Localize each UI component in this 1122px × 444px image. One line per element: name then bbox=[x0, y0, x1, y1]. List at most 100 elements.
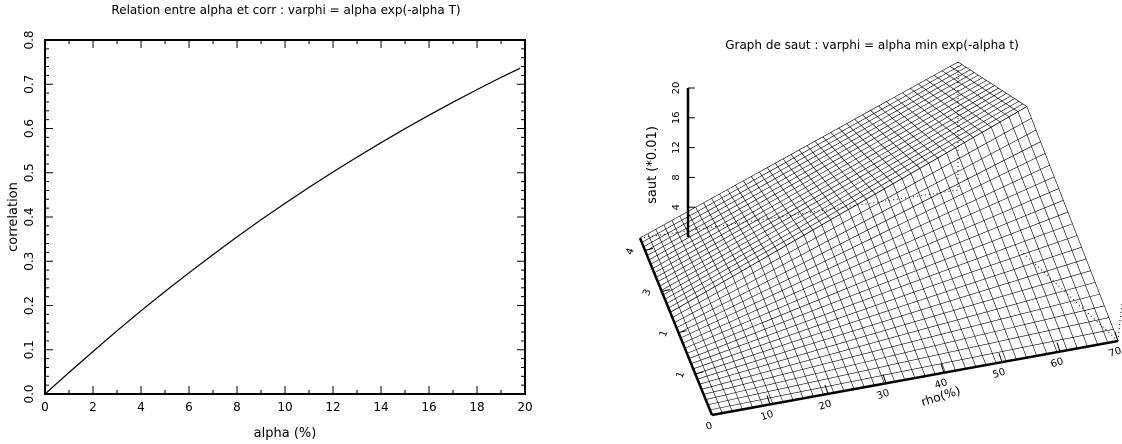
chart2-z-axis-label: saut (*0.01) bbox=[645, 126, 660, 204]
surface-mesh-line bbox=[862, 114, 921, 169]
surface-mesh-line bbox=[949, 66, 1019, 112]
surface-mesh-line bbox=[655, 85, 995, 278]
surface-mesh-line bbox=[727, 189, 769, 256]
x-tick-label: 16 bbox=[421, 400, 436, 414]
surface-mesh-line bbox=[674, 129, 1037, 323]
chart1-title: Relation entre alpha et corr : varphi = … bbox=[111, 3, 460, 17]
y-tick-label: 0.8 bbox=[22, 30, 36, 49]
surface-mesh-line bbox=[910, 88, 974, 138]
z-tick-label: 20 bbox=[671, 82, 682, 95]
y-tick-label: 0.1 bbox=[22, 340, 36, 359]
y3d-tick-mark bbox=[644, 247, 654, 251]
surface-mesh-line bbox=[703, 293, 1100, 395]
z-tick-label: 8 bbox=[671, 174, 682, 180]
rho-tick-mark bbox=[1056, 342, 1061, 352]
surface-mesh-line bbox=[798, 149, 849, 210]
z-tick-label: 12 bbox=[671, 141, 682, 154]
surface-mesh-line bbox=[661, 93, 1007, 291]
surface-mesh-line bbox=[695, 246, 1082, 375]
y-tick-label: 0.5 bbox=[22, 163, 36, 182]
y3d-tick-mark bbox=[661, 289, 670, 292]
chart2-title: Graph de saut : varphi = alpha min exp(-… bbox=[725, 38, 1019, 52]
surface-mesh-line bbox=[854, 118, 912, 174]
surface-mesh-line bbox=[838, 127, 894, 184]
surface-mesh-line bbox=[666, 101, 1019, 304]
surface-mesh-line bbox=[647, 233, 680, 308]
surface-mesh-line bbox=[643, 66, 967, 248]
surface-mesh-line bbox=[878, 105, 938, 159]
x-tick-label: 4 bbox=[137, 400, 145, 414]
rho-tick-mark bbox=[998, 352, 1003, 363]
surface-mesh-line bbox=[691, 223, 1073, 364]
surface-mesh-line bbox=[806, 145, 858, 205]
rho-tick-label: 40 bbox=[933, 377, 949, 391]
surface-mesh-line bbox=[663, 224, 698, 298]
x-tick-label: 18 bbox=[469, 400, 484, 414]
x-tick-label: 20 bbox=[517, 400, 532, 414]
surface-mesh-line bbox=[668, 103, 1023, 309]
surface-mesh-line bbox=[735, 185, 778, 251]
x-tick-label: 2 bbox=[89, 400, 97, 414]
y-tick-label: 0.7 bbox=[22, 75, 36, 94]
surface-mesh-line bbox=[641, 64, 963, 243]
y-tick-label: 0.0 bbox=[22, 384, 36, 403]
rho-tick-mark bbox=[1114, 331, 1119, 342]
surface-mesh-line bbox=[650, 77, 983, 265]
surface-mesh-line bbox=[846, 123, 903, 179]
y3d-tick-label: 3 bbox=[641, 288, 654, 298]
surface-mesh-line bbox=[707, 317, 1109, 406]
surface-mesh-line bbox=[648, 74, 979, 261]
surface-mesh-line bbox=[822, 136, 876, 195]
surface-mesh-line bbox=[814, 141, 867, 200]
chart1-y-axis-label: correlation bbox=[6, 182, 21, 252]
rho-tick-mark bbox=[824, 384, 829, 395]
surface-mesh-line bbox=[657, 87, 999, 282]
surface-mesh-line bbox=[654, 82, 991, 274]
rho-axis bbox=[711, 339, 1119, 417]
rho-tick-label: 10 bbox=[759, 409, 775, 423]
rho-tick-mark bbox=[882, 374, 887, 384]
surface-mesh-line bbox=[759, 171, 805, 236]
surface-mesh-line bbox=[894, 96, 956, 148]
x-tick-label: 10 bbox=[277, 400, 292, 414]
surface-mesh-line bbox=[680, 164, 1050, 339]
surface-mesh-line bbox=[659, 90, 1003, 287]
surface-mesh-line bbox=[870, 110, 930, 164]
surface-mesh-line bbox=[645, 69, 971, 252]
y3d-tick-label: 1 bbox=[675, 370, 688, 380]
rho-tick-label: 70 bbox=[1107, 345, 1122, 359]
surface-mesh-line bbox=[886, 101, 947, 154]
surface-mesh-line bbox=[933, 74, 1001, 123]
chart1-plot-frame bbox=[44, 39, 526, 395]
surface-mesh-line bbox=[671, 220, 707, 292]
surface-mesh-line bbox=[679, 215, 716, 287]
surface-mesh-line bbox=[830, 132, 885, 190]
rho-tick-label: 50 bbox=[991, 367, 1007, 381]
y-tick-label: 0.3 bbox=[22, 252, 36, 271]
surface-mesh-line bbox=[670, 106, 1028, 313]
surface-mesh-line bbox=[941, 70, 1010, 118]
surface-mesh-line bbox=[655, 229, 689, 303]
y3d-tick-mark bbox=[695, 371, 704, 375]
surface-mesh-line bbox=[766, 167, 814, 231]
surface-mesh-line bbox=[790, 154, 840, 215]
correlation-line bbox=[44, 67, 521, 395]
surface-mesh-line bbox=[743, 180, 787, 246]
surface-mesh-line bbox=[662, 95, 1011, 296]
surface-mesh-line bbox=[703, 202, 742, 272]
y-axis-3d bbox=[638, 237, 714, 416]
rho-tick-label: 0 bbox=[704, 420, 713, 432]
x-tick-label: 8 bbox=[233, 400, 241, 414]
y3d-tick-mark bbox=[678, 330, 687, 334]
surface-mesh-line bbox=[782, 158, 831, 220]
surface-mesh-line bbox=[687, 211, 725, 282]
y-tick-label: 0.2 bbox=[22, 296, 36, 315]
surface-mesh-line bbox=[705, 305, 1105, 400]
surface-mesh-line bbox=[664, 98, 1015, 300]
surface-mesh-line bbox=[688, 211, 1068, 359]
surface-mesh-line bbox=[686, 200, 1064, 354]
surface-mesh-line bbox=[697, 258, 1087, 380]
rho-tick-label: 20 bbox=[817, 398, 833, 412]
surface-mesh-line bbox=[709, 328, 1114, 411]
